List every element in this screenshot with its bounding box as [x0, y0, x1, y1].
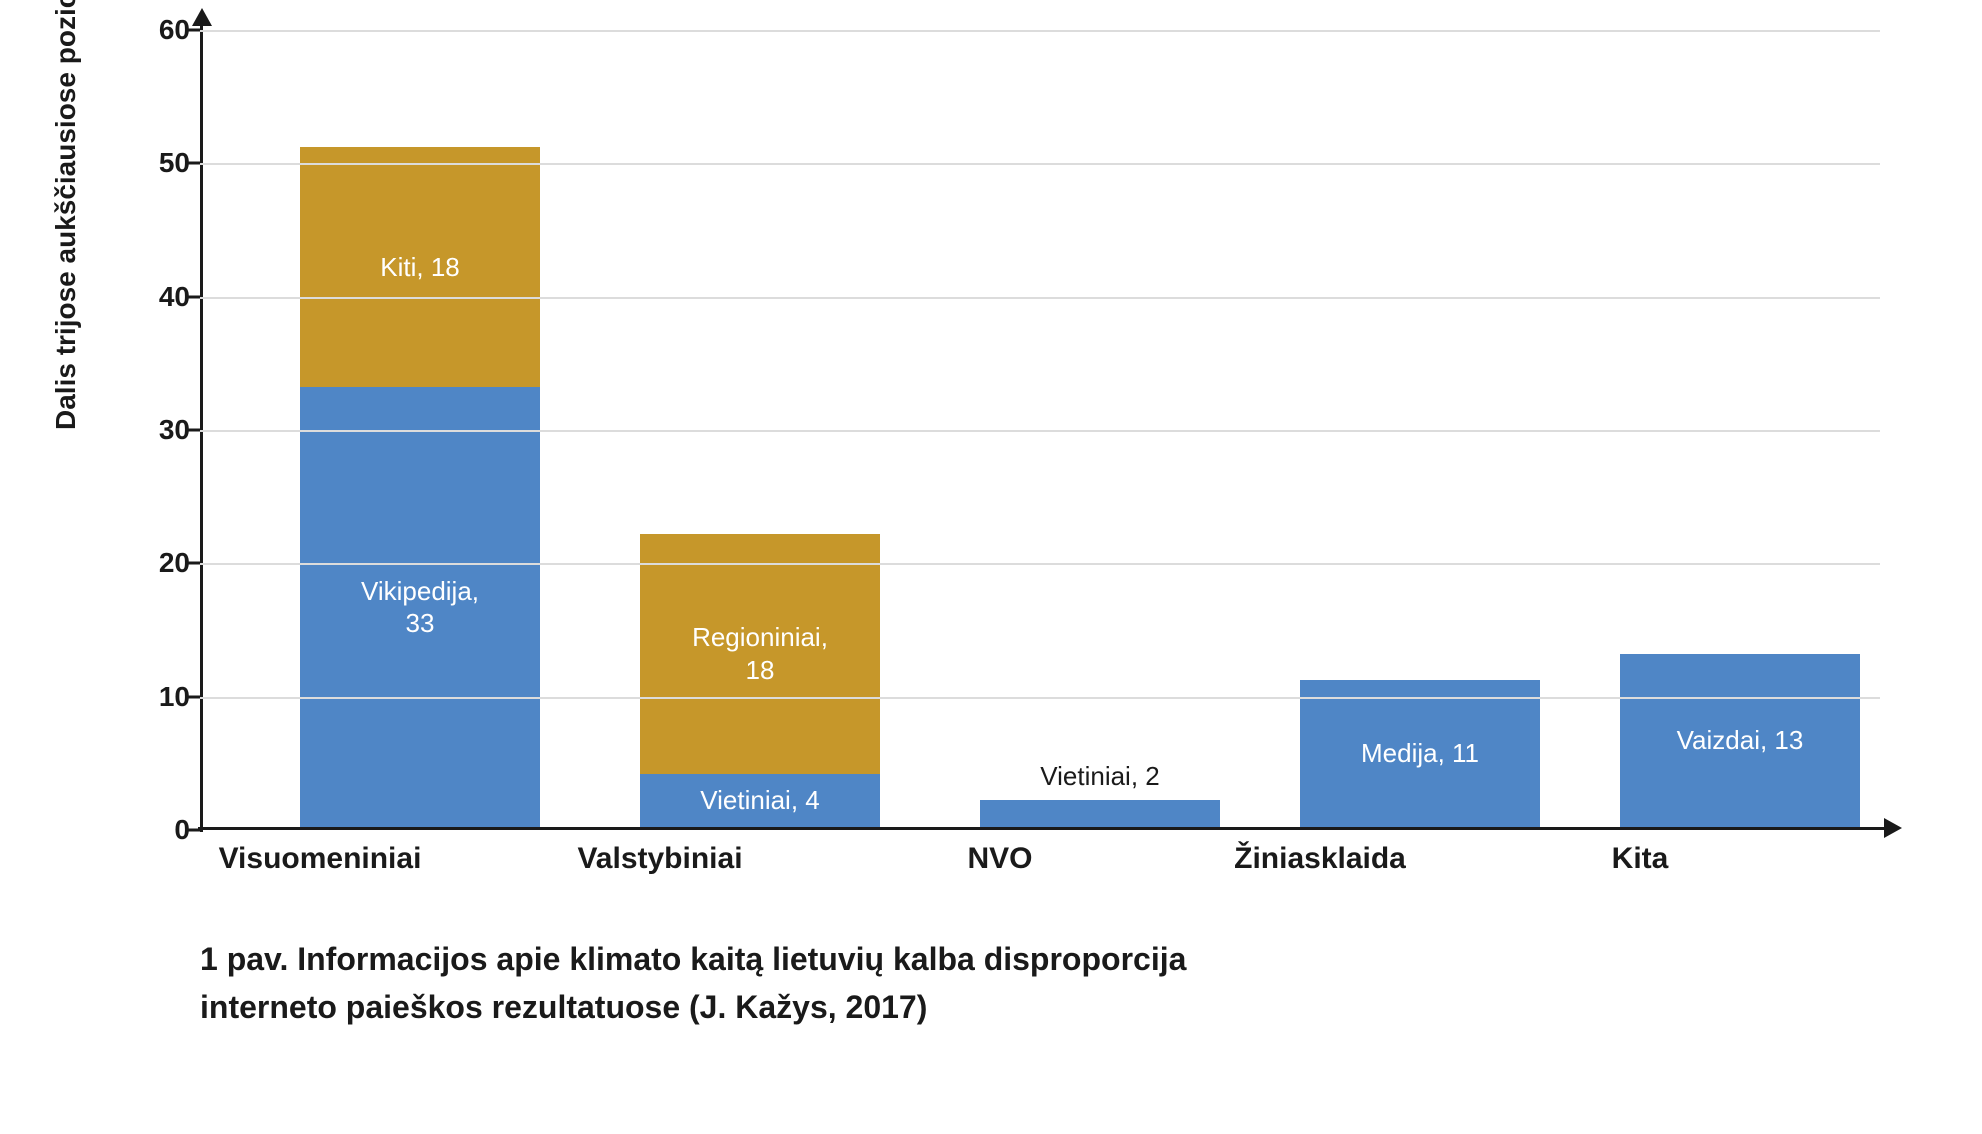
- y-tick-mark: [188, 29, 200, 32]
- bar-segment: Vietiniai, 2: [980, 800, 1220, 827]
- x-axis-label: Visuomeniniai: [170, 842, 470, 876]
- bar-segment-label: Vietiniai, 4: [700, 784, 820, 817]
- bar-segment: Medija, 11: [1300, 680, 1540, 827]
- x-axis-label: NVO: [850, 842, 1150, 876]
- gridline: [200, 563, 1880, 565]
- bar-segment-label: Regioniniai, 18: [692, 621, 828, 686]
- y-tick-label: 30: [140, 414, 190, 446]
- y-tick-mark: [188, 562, 200, 565]
- y-tick-label: 60: [140, 14, 190, 46]
- bar-segment: Vikipedija, 33: [300, 387, 540, 827]
- bar-segment: Vaizdai, 13: [1620, 654, 1860, 827]
- bar-segment-label: Medija, 11: [1361, 737, 1479, 770]
- y-tick-mark: [188, 162, 200, 165]
- gridline: [200, 163, 1880, 165]
- y-tick-mark: [188, 695, 200, 698]
- x-axis-label: Kita: [1490, 842, 1790, 876]
- gridline: [200, 430, 1880, 432]
- bar-segment: Regioniniai, 18: [640, 534, 880, 774]
- y-tick-label: 10: [140, 681, 190, 713]
- bar-segment: Kiti, 18: [300, 147, 540, 387]
- chart-caption: 1 pav. Informacijos apie klimato kaitą l…: [200, 935, 1300, 1031]
- y-axis-title: Dalis trijose aukščiausiose pozicijose, …: [50, 0, 82, 430]
- gridline: [200, 30, 1880, 32]
- y-tick-mark: [188, 295, 200, 298]
- y-tick-label: 40: [140, 281, 190, 313]
- bar-segment-label: Kiti, 18: [380, 251, 460, 284]
- gridline: [200, 297, 1880, 299]
- chart-container: Dalis trijose aukščiausiose pozicijose, …: [100, 30, 1900, 830]
- y-tick-mark: [188, 829, 200, 832]
- gridline: [200, 697, 1880, 699]
- y-tick-label: 50: [140, 147, 190, 179]
- y-axis-arrow-icon: [192, 8, 212, 26]
- bar-segment-label: Vikipedija, 33: [361, 575, 479, 640]
- bar-segment: Vietiniai, 4: [640, 774, 880, 827]
- bar-segment-label: Vietiniai, 2: [980, 760, 1220, 793]
- y-tick-label: 20: [140, 547, 190, 579]
- plot-area: Vikipedija, 33 Kiti, 18 Vietiniai, 4 Region…: [200, 30, 1880, 830]
- x-axis-label: Valstybiniai: [510, 842, 810, 876]
- x-axis-arrow-icon: [1884, 818, 1902, 838]
- bar-segment-label: Vaizdai, 13: [1677, 724, 1804, 757]
- x-axis-label: Žiniasklaida: [1170, 842, 1470, 876]
- y-tick-mark: [188, 429, 200, 432]
